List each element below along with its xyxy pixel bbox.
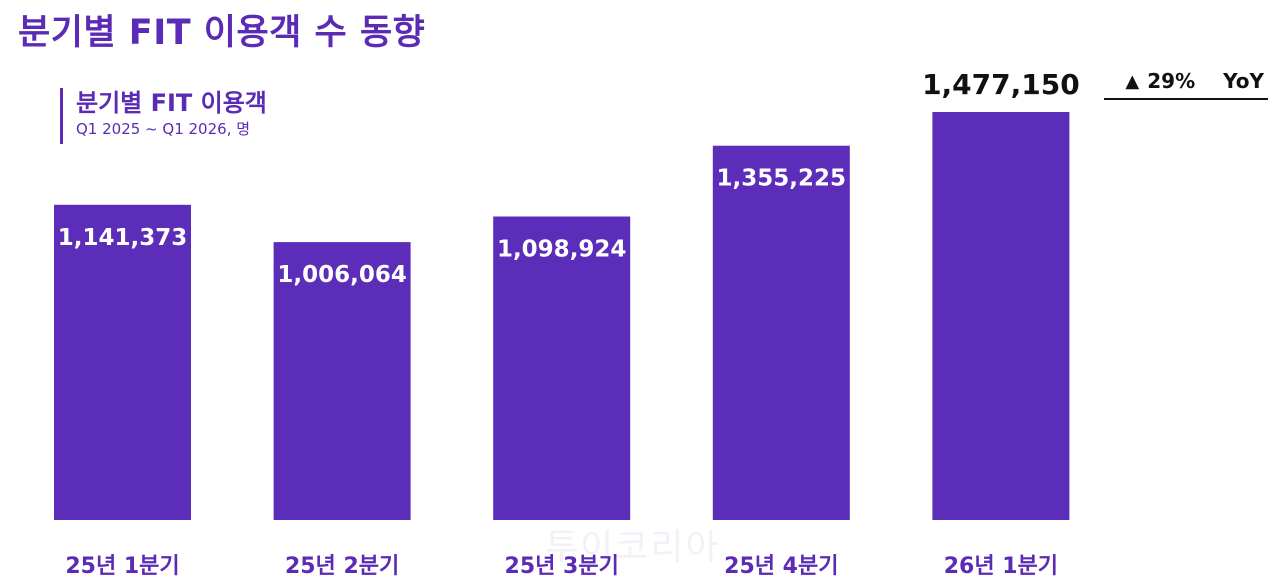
x-tick-label: 25년 3분기 bbox=[505, 554, 619, 579]
bar-value-label: 1,355,225 bbox=[717, 166, 847, 192]
bar-value-label: 1,477,150 bbox=[922, 68, 1080, 101]
chart-header: 분기별 FIT 이용객 Q1 2025 ~ Q1 2026, 명 bbox=[60, 88, 267, 144]
up-triangle-icon: ▲ bbox=[1125, 70, 1140, 92]
bar-value-label: 1,098,924 bbox=[497, 237, 627, 263]
bar bbox=[493, 216, 631, 520]
bar-value-label: 1,006,064 bbox=[277, 262, 407, 288]
page-title: 분기별 FIT 이용객 수 동향 bbox=[18, 13, 426, 53]
bar bbox=[712, 145, 850, 520]
x-tick-label: 25년 1분기 bbox=[65, 554, 179, 579]
bar-value-label: 1,141,373 bbox=[58, 225, 188, 251]
yoy-change: 29% bbox=[1147, 69, 1196, 93]
x-tick-label: 26년 1분기 bbox=[944, 554, 1058, 579]
x-tick-label: 25년 2분기 bbox=[285, 554, 399, 579]
bar bbox=[54, 204, 191, 521]
chart-title: 분기별 FIT 이용객 bbox=[76, 89, 267, 117]
bar bbox=[273, 242, 411, 520]
x-tick-label: 25년 4분기 bbox=[724, 554, 838, 579]
chart-subtitle: Q1 2025 ~ Q1 2026, 명 bbox=[76, 120, 251, 138]
yoy-label: YoY bbox=[1223, 69, 1264, 93]
yoy-indicator: ▲ 29% YoY bbox=[1104, 64, 1268, 100]
watermark: 투이코리아 bbox=[545, 527, 721, 568]
bar bbox=[932, 112, 1070, 520]
